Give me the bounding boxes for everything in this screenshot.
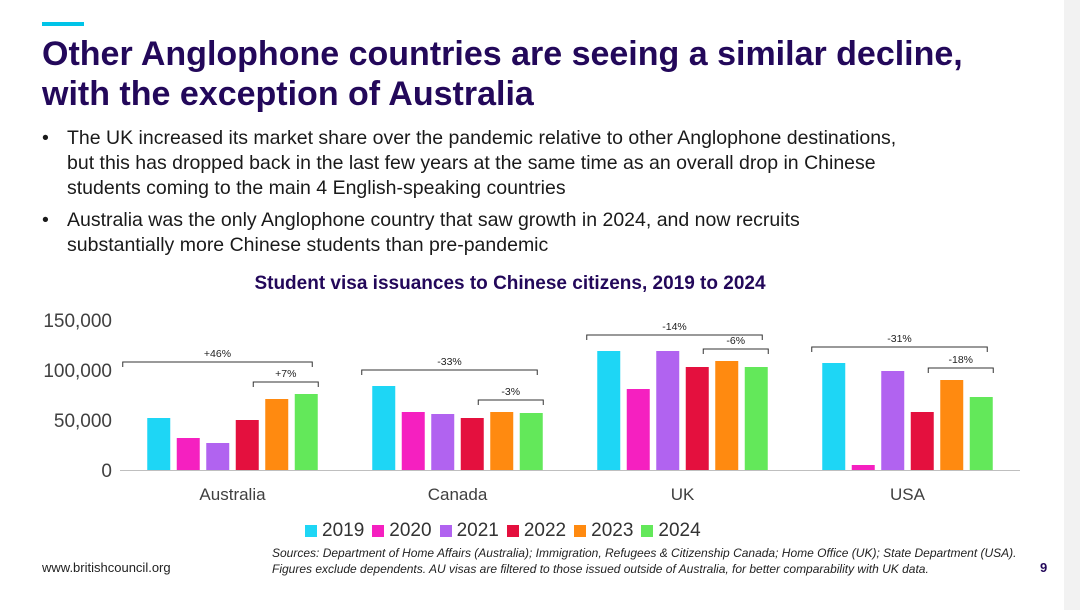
bar-canada-2024 (519, 413, 543, 470)
bar-usa-2020 (851, 465, 875, 470)
bar-australia-2020 (176, 438, 200, 470)
long-change-canada-label: -33% (437, 356, 462, 368)
y-tick-label: 100,000 (43, 361, 112, 382)
bar-australia-2022 (235, 420, 259, 470)
bullet-list: The UK increased its market share over t… (42, 126, 1032, 265)
long-change-australia-label: +46% (204, 348, 231, 360)
bar-australia-2024 (294, 394, 318, 470)
bar-australia-2019 (147, 418, 171, 470)
short-change-usa-bracket (927, 367, 994, 373)
website-url: www.britishcouncil.org (42, 560, 171, 575)
page-edge (1064, 0, 1080, 610)
chart-legend: 2019 2020 2021 2022 2023 2024 (305, 519, 701, 543)
short-change-usa-label: -18% (948, 354, 973, 366)
bullet-item-australia: Australia was the only Anglophone countr… (42, 208, 1032, 258)
bar-usa-2022 (910, 412, 934, 470)
bar-usa-2021 (881, 371, 905, 470)
bar-australia-2021 (206, 443, 230, 470)
legend-item-2023: 2023 (574, 519, 633, 543)
bar-uk-2023 (715, 361, 739, 470)
long-change-uk-bracket (586, 334, 763, 340)
legend-swatch (506, 525, 519, 537)
bullet-item-uk: The UK increased its market share over t… (42, 126, 1032, 201)
bar-uk-2022 (685, 367, 709, 470)
accent-line (42, 22, 84, 26)
x-tick-label: Canada (428, 485, 488, 504)
long-change-australia-bracket (122, 361, 313, 367)
slide-title-line-1: Other Anglophone countries are seeing a … (42, 35, 963, 73)
bar-uk-2019 (597, 351, 621, 470)
y-tick-label: 50,000 (54, 411, 112, 432)
short-change-australia-label: +7% (275, 368, 296, 380)
x-tick-label: USA (890, 485, 926, 504)
long-change-canada-bracket (361, 369, 538, 375)
long-change-usa-label: -31% (887, 333, 912, 345)
bar-canada-2019 (372, 386, 396, 470)
bar-uk-2020 (626, 389, 650, 470)
sources-note: Sources: Department of Home Affairs (Aus… (272, 546, 1017, 576)
legend-swatch (641, 525, 654, 537)
legend-item-2020: 2020 (372, 519, 432, 543)
long-change-usa-bracket (811, 346, 988, 352)
legend-swatch (372, 525, 385, 537)
bar-canada-2020 (401, 412, 425, 470)
page-number: 9 (1040, 560, 1048, 575)
bar-usa-2023 (940, 380, 964, 470)
x-tick-label: UK (671, 485, 695, 504)
bar-canada-2023 (490, 412, 514, 470)
y-tick-label: 150,000 (43, 311, 112, 332)
short-change-canada-label: -3% (501, 386, 520, 398)
short-change-uk-label: -6% (726, 335, 745, 347)
chart-title: Student visa issuances to Chinese citize… (254, 273, 766, 294)
short-change-canada-bracket (477, 399, 544, 405)
x-tick-label: Australia (199, 485, 266, 504)
legend-label: 2024 (658, 520, 701, 541)
bar-canada-2022 (460, 418, 484, 470)
legend-swatch (305, 525, 317, 537)
legend-label: 2021 (456, 520, 499, 541)
bullet-line: substantially more Chinese students than… (67, 234, 549, 256)
slide-title-line-2: with the exception of Australia (42, 75, 534, 113)
bar-canada-2021 (431, 414, 455, 470)
bar-usa-2024 (969, 397, 993, 470)
long-change-uk-label: -14% (662, 321, 687, 333)
bar-australia-2023 (265, 399, 289, 470)
legend-swatch (439, 525, 452, 537)
slide-title: Other Anglophone countries are seeing a … (42, 34, 1052, 114)
legend-label: 2019 (322, 520, 365, 541)
legend-label: 2020 (389, 520, 432, 541)
legend-item-2019: 2019 (305, 519, 364, 543)
bullet-line: but this has dropped back in the last fe… (67, 152, 876, 174)
bar-chart: 0 50,000 100,000 150,000 Australia Canada UK US… (43, 311, 1020, 504)
bar-uk-2024 (744, 367, 768, 470)
legend-item-2024: 2024 (641, 519, 701, 543)
bar-usa-2019 (822, 363, 846, 470)
y-tick-label: 0 (101, 461, 112, 482)
legend-label: 2023 (591, 520, 634, 541)
short-change-uk-bracket (702, 348, 769, 354)
bullet-line: students coming to the main 4 English-sp… (67, 177, 566, 199)
short-change-australia-bracket (252, 381, 319, 387)
legend-item-2021: 2021 (439, 519, 499, 543)
legend-label: 2022 (523, 520, 567, 541)
legend-item-2022: 2022 (506, 519, 567, 543)
bullet-line: The UK increased its market share over t… (67, 127, 897, 149)
bar-uk-2021 (656, 351, 680, 470)
legend-swatch (574, 525, 587, 537)
bullet-line: Australia was the only Anglophone countr… (67, 209, 800, 231)
